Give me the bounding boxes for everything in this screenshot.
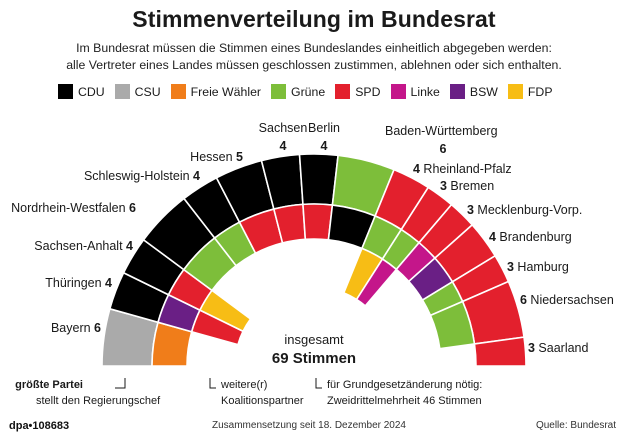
segment-berlin-0 xyxy=(298,153,339,206)
note-largest-party: größte Partei xyxy=(15,379,83,391)
state-votes: 4 xyxy=(280,139,287,153)
state-label: Bayern 6 xyxy=(51,321,101,335)
state-label: Baden-Württemberg xyxy=(385,124,498,138)
note-constitution-1: für Grundgesetzänderung nötig: xyxy=(327,379,482,391)
legend-item-fdp: FDP xyxy=(507,84,553,99)
note-head-of-government: stellt den Regierungschef xyxy=(36,395,161,407)
legend-label: CDU xyxy=(78,84,105,99)
legend: CDU CSU Freie Wähler Grüne SPD Linke BSW FDP xyxy=(58,84,553,99)
state-label: 3 Saarland xyxy=(528,341,589,355)
leader-line-coalition-partner xyxy=(209,378,216,389)
state-label: Thüringen 4 xyxy=(45,276,112,290)
legend-label: FDP xyxy=(527,84,553,99)
state-label: Schleswig-Holstein 4 xyxy=(84,169,200,183)
legend-label: Grüne xyxy=(291,84,326,99)
legend-swatch xyxy=(390,84,406,99)
subtitle-line-1: Im Bundesrat müssen die Stimmen eines Bu… xyxy=(76,41,552,55)
legend-item-csu: CSU xyxy=(114,84,161,99)
chart-title: Stimmenverteilung im Bundesrat xyxy=(132,6,496,32)
state-label: Hessen 5 xyxy=(190,150,243,164)
legend-label: Linke xyxy=(410,84,440,99)
legend-swatch xyxy=(114,84,130,99)
state-label: 3 Hamburg xyxy=(507,260,569,274)
legend-swatch xyxy=(449,84,465,99)
leader-line-two-thirds xyxy=(315,378,322,389)
note-partner-1: weitere(r) xyxy=(220,379,267,391)
legend-swatch xyxy=(170,84,186,99)
legend-label: CSU xyxy=(134,84,161,99)
legend-item-linke: Linke xyxy=(390,84,440,99)
legend-swatch xyxy=(271,84,287,99)
footer-id: dpa•108683 xyxy=(9,420,70,432)
state-label: 3 Mecklenburg-Vorp. xyxy=(467,203,582,217)
segment-sachsen-anhalt-2 xyxy=(198,289,252,333)
legend-swatch xyxy=(58,84,73,99)
legend-item-spd: SPD xyxy=(335,84,381,99)
legend-label: SPD xyxy=(355,84,381,99)
note-constitution-2: Zweidrittelmehrheit 46 Stimmen xyxy=(327,395,482,407)
state-label: 6 Niedersachsen xyxy=(520,293,614,307)
state-label: 4 Rheinland-Pfalz xyxy=(413,162,512,176)
footer-date: Zusammensetzung seit 18. Dezember 2024 xyxy=(212,420,406,431)
state-label: Sachsen-Anhalt 4 xyxy=(34,239,133,253)
legend-swatch xyxy=(507,84,523,99)
legend-label: BSW xyxy=(469,84,498,99)
center-label-seats: 69 Stimmen xyxy=(272,350,356,367)
state-label: 4 Brandenburg xyxy=(489,230,572,244)
segment-saarland-0 xyxy=(473,336,527,367)
state-label: Sachsen xyxy=(259,121,308,135)
legend-label: Freie Wähler xyxy=(190,84,262,99)
state-label: Nordrhein-Westfalen 6 xyxy=(11,201,136,215)
note-partner-2: Koalitionspartner xyxy=(221,395,304,407)
leader-line-largest-party xyxy=(115,378,126,389)
legend-item-cdu: CDU xyxy=(58,84,105,99)
legend-item-grüne: Grüne xyxy=(271,84,325,99)
center-label-total: insgesamt xyxy=(284,332,344,347)
legend-swatch xyxy=(335,84,351,99)
legend-item-bsw: BSW xyxy=(449,84,498,99)
segment-niedersachsen-1 xyxy=(429,300,476,350)
segment-bremen-2 xyxy=(355,257,398,307)
footer-source: Quelle: Bundesrat xyxy=(535,420,616,431)
state-label: Berlin xyxy=(308,121,340,135)
state-label: 3 Bremen xyxy=(440,179,494,193)
state-votes: 6 xyxy=(440,142,447,156)
segment-berlin-1 xyxy=(302,203,334,241)
subtitle-line-2: alle Vertreter eines Landes müssen gesch… xyxy=(66,58,562,72)
legend-item-freie-wähler: Freie Wähler xyxy=(170,84,262,99)
state-votes: 4 xyxy=(321,139,328,153)
